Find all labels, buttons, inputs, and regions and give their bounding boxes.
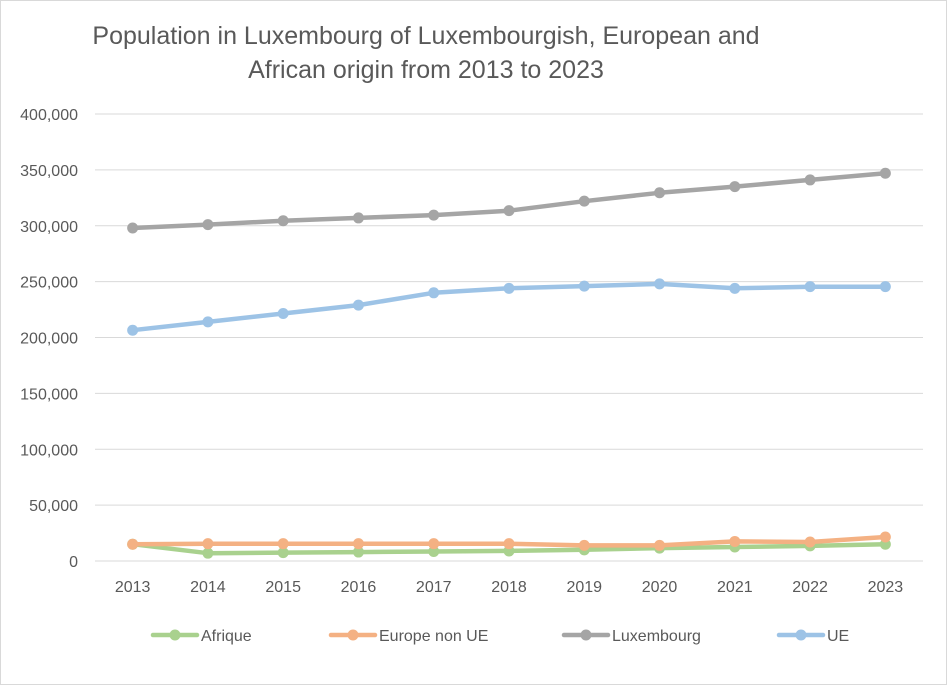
data-point — [202, 316, 214, 328]
data-point — [352, 538, 364, 550]
data-point — [277, 538, 289, 550]
y-tick-label: 250,000 — [20, 275, 78, 292]
x-tick-label: 2023 — [868, 579, 904, 596]
legend-label: Luxembourg — [612, 628, 701, 645]
data-point — [277, 307, 289, 319]
x-tick-label: 2019 — [566, 579, 602, 596]
series-luxembourg — [127, 167, 891, 234]
chart-title: Population in Luxembourg of Luxembourgis… — [71, 19, 781, 87]
data-point — [352, 299, 364, 311]
data-point — [352, 546, 364, 558]
chart-title-line-2: African origin from 2013 to 2023 — [248, 56, 604, 84]
data-point — [729, 181, 741, 193]
x-tick-label: 2021 — [717, 579, 753, 596]
data-point — [428, 287, 440, 299]
legend-entry-luxembourg: Luxembourg — [561, 628, 701, 645]
legend-entry-ue: UE — [776, 628, 849, 645]
x-tick-label: 2014 — [190, 579, 226, 596]
y-tick-label: 0 — [69, 554, 78, 571]
data-point — [503, 538, 515, 550]
x-tick-label: 2015 — [265, 579, 301, 596]
data-point — [578, 539, 590, 551]
data-point — [428, 538, 440, 550]
data-point — [729, 535, 741, 547]
data-point — [428, 209, 440, 221]
legend-entry-afrique: Afrique — [150, 628, 252, 645]
x-tick-label: 2018 — [491, 579, 527, 596]
y-tick-label: 100,000 — [20, 442, 78, 459]
data-point — [202, 547, 214, 559]
y-axis-tick-labels: 0 50,000 100,000 150,000 200,000 250,000 300,0… — [20, 107, 78, 571]
data-point — [352, 212, 364, 224]
legend: Afrique Europe non UE Luxembourg UE — [150, 628, 849, 645]
legend-marker-swatch — [347, 629, 359, 641]
data-point — [804, 174, 816, 186]
gridlines — [95, 113, 923, 562]
y-tick-label: 50,000 — [29, 498, 78, 515]
data-point — [127, 538, 139, 550]
series-lines — [127, 167, 891, 559]
data-point — [879, 531, 891, 543]
x-axis-tick-labels: 2013 2014 2015 2016 2017 2018 2019 2020 2021 2022… — [115, 579, 903, 596]
x-tick-label: 2013 — [115, 579, 151, 596]
data-point — [879, 167, 891, 179]
y-tick-label: 150,000 — [20, 386, 78, 403]
x-tick-label: 2016 — [341, 579, 377, 596]
data-point — [654, 539, 666, 551]
data-point — [202, 219, 214, 231]
data-point — [804, 281, 816, 293]
data-point — [729, 282, 741, 294]
series-europe-non-ue — [127, 531, 891, 551]
x-tick-label: 2022 — [792, 579, 828, 596]
x-tick-label: 2020 — [642, 579, 678, 596]
data-point — [654, 187, 666, 199]
legend-marker-swatch — [169, 629, 181, 641]
legend-label: Afrique — [201, 628, 252, 645]
y-tick-label: 300,000 — [20, 219, 78, 236]
y-tick-label: 400,000 — [20, 107, 78, 124]
series-ue — [127, 278, 891, 336]
x-tick-label: 2017 — [416, 579, 452, 596]
data-point — [879, 281, 891, 293]
data-point — [277, 547, 289, 559]
data-point — [503, 282, 515, 294]
data-point — [127, 324, 139, 336]
chart-title-line-1: Population in Luxembourg of Luxembourgis… — [92, 22, 760, 50]
data-point — [578, 280, 590, 292]
data-point — [578, 195, 590, 207]
data-point — [277, 215, 289, 227]
y-tick-label: 200,000 — [20, 331, 78, 348]
legend-label: UE — [827, 628, 849, 645]
data-point — [804, 536, 816, 548]
series-line — [130, 170, 888, 231]
y-tick-label: 350,000 — [20, 163, 78, 180]
data-point — [654, 278, 666, 290]
data-point — [503, 205, 515, 217]
data-point — [428, 546, 440, 558]
data-point — [127, 222, 139, 234]
data-point — [202, 538, 214, 550]
legend-marker-swatch — [580, 629, 592, 641]
legend-entry-europe-non-ue: Europe non UE — [328, 628, 488, 645]
legend-marker-swatch — [795, 629, 807, 641]
legend-label: Europe non UE — [379, 628, 488, 645]
